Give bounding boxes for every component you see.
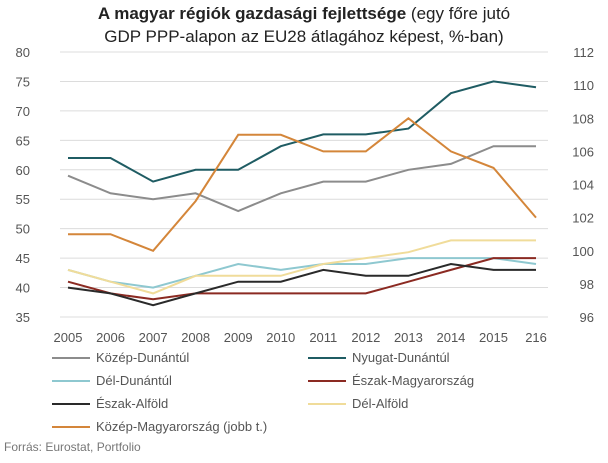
series-line-1 bbox=[68, 80, 537, 183]
x-tick-label: 2014 bbox=[436, 330, 465, 345]
series-lines bbox=[67, 80, 537, 307]
x-tick-label: 2013 bbox=[394, 330, 423, 345]
right-tick-label: 106 bbox=[572, 144, 594, 159]
left-tick-label: 50 bbox=[16, 222, 30, 237]
legend-swatch bbox=[308, 379, 346, 382]
left-tick-label: 75 bbox=[16, 74, 30, 89]
legend-item: Nyugat-Dunántúl bbox=[308, 350, 450, 365]
x-tick-label: 2015 bbox=[479, 330, 508, 345]
series-line-5 bbox=[67, 239, 536, 295]
legend-label: Dél-Dunántúl bbox=[96, 373, 172, 388]
left-tick-label: 45 bbox=[16, 251, 30, 266]
left-tick-label: 80 bbox=[16, 45, 30, 60]
x-tick-label: 2010 bbox=[266, 330, 295, 345]
legend-swatch bbox=[308, 402, 346, 405]
right-tick-label: 104 bbox=[572, 178, 594, 193]
legend-swatch bbox=[52, 402, 90, 405]
x-tick-label: 2011 bbox=[309, 330, 337, 345]
legend-swatch bbox=[52, 356, 90, 359]
series-line-2 bbox=[67, 257, 537, 289]
chart-title-line2: GDP PPP-alapon az EU28 átlagához képest,… bbox=[104, 27, 504, 46]
x-tick-label: 2012 bbox=[351, 330, 380, 345]
x-axis-ticks: 2005 2006 2007 2008 2009 2010 2011 2012 2013 2014… bbox=[54, 330, 547, 345]
series-line-4 bbox=[67, 262, 536, 307]
chart-title-rest: (egy főre jutó bbox=[406, 4, 511, 23]
series-line-3 bbox=[67, 257, 536, 301]
chart-title-bold: A magyar régiók gazdasági fejlettsége bbox=[97, 4, 407, 23]
legend-label: Dél-Alföld bbox=[352, 396, 409, 411]
right-tick-label: 108 bbox=[572, 111, 594, 126]
left-tick-label: 65 bbox=[16, 133, 30, 148]
legend-swatch bbox=[52, 425, 90, 428]
legend-item: Észak-Magyarország bbox=[308, 373, 474, 388]
right-tick-label: 98 bbox=[580, 277, 594, 292]
x-tick-label: 2006 bbox=[96, 330, 125, 345]
legend-swatch bbox=[308, 356, 346, 359]
left-tick-label: 70 bbox=[16, 104, 30, 119]
legend-item: Észak-Alföld bbox=[52, 396, 168, 411]
x-tick-label: 216 bbox=[525, 330, 547, 345]
legend-label: Észak-Alföld bbox=[96, 396, 169, 411]
left-tick-label: 40 bbox=[16, 281, 30, 296]
x-tick-label: 2005 bbox=[54, 330, 83, 345]
right-tick-label: 96 bbox=[580, 310, 594, 325]
chart-title-line1: A magyar régiók gazdasági fejlettsége (e… bbox=[0, 4, 608, 24]
right-tick-label: 112 bbox=[573, 45, 594, 60]
legend-label: Észak-Magyarország bbox=[352, 373, 475, 388]
legend-label: Nyugat-Dunántúl bbox=[352, 350, 450, 365]
legend-item: Közép-Dunántúl bbox=[52, 350, 189, 365]
legend-label: Közép-Dunántúl bbox=[96, 350, 190, 365]
right-tick-label: 110 bbox=[573, 78, 594, 93]
legend-item: Közép-Magyarország (jobb t.) bbox=[52, 419, 267, 434]
legend-item: Dél-Dunántúl bbox=[52, 373, 172, 388]
gridlines bbox=[60, 51, 548, 318]
left-tick-label: 55 bbox=[16, 192, 30, 207]
left-axis-ticks: 35 40 45 50 55 60 65 70 75 80 bbox=[16, 45, 30, 325]
right-tick-label: 102 bbox=[572, 211, 594, 226]
right-tick-label: 100 bbox=[572, 244, 594, 259]
right-axis-ticks: 96 98 100 102 104 106 108 110 112 bbox=[572, 45, 594, 325]
x-tick-label: 2008 bbox=[181, 330, 210, 345]
source-note: Forrás: Eurostat, Portfolio bbox=[4, 440, 141, 454]
legend-label: Közép-Magyarország (jobb t.) bbox=[96, 419, 268, 434]
left-tick-label: 60 bbox=[16, 163, 30, 178]
left-tick-label: 35 bbox=[16, 310, 30, 325]
series-line-0 bbox=[67, 145, 536, 213]
x-tick-label: 2009 bbox=[224, 330, 253, 345]
series-line-6 bbox=[68, 117, 537, 252]
x-tick-label: 2007 bbox=[139, 330, 168, 345]
legend-swatch bbox=[52, 379, 90, 382]
legend-item: Dél-Alföld bbox=[308, 396, 408, 411]
